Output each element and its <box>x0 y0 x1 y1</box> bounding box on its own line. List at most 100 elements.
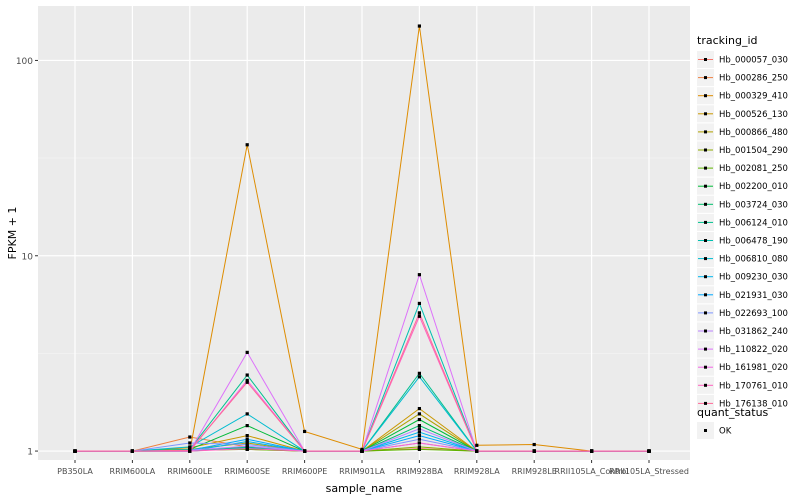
legend-key-point <box>704 148 707 152</box>
legend-item-label: Hb_003724_030 <box>719 200 788 210</box>
series-points <box>73 24 651 453</box>
legend-item: Hb_000866_480 <box>697 123 788 141</box>
data-point <box>245 424 249 428</box>
data-point <box>417 301 421 306</box>
data-point <box>245 378 249 383</box>
y-tick-label: 1 <box>27 448 33 458</box>
data-point <box>245 437 249 441</box>
legend-item: Hb_176138_010 <box>697 394 788 412</box>
data-point <box>188 435 192 439</box>
x-tick-label: RRIM600LE <box>167 467 212 476</box>
data-point <box>417 371 421 375</box>
data-point <box>245 446 249 451</box>
data-point <box>245 439 249 444</box>
data-point <box>475 449 479 453</box>
x-tick-label: RRIM600SE <box>224 467 270 476</box>
legend-item-label: Hb_022693_100 <box>719 309 788 319</box>
legend-item-label: Hb_000329_410 <box>719 92 788 102</box>
legend-item-label: Hb_170761_010 <box>719 381 788 391</box>
legend-key-point <box>704 76 707 80</box>
legend-key-point <box>704 383 707 387</box>
legend-key-point <box>704 58 707 61</box>
x-tick-label: RRII105LA_Control <box>555 467 629 476</box>
legend-key-point <box>704 329 707 333</box>
legend-item: Hb_002200_010 <box>697 177 788 195</box>
legend-key-point <box>704 293 707 297</box>
legend-item: Hb_001504_290 <box>697 141 788 159</box>
legend-shape-key-point <box>704 429 707 432</box>
data-point <box>417 24 421 28</box>
legend-item-label: Hb_110822_020 <box>719 345 788 355</box>
legend-key-point <box>704 257 707 261</box>
legend-item-label: Hb_006810_080 <box>719 255 788 265</box>
legend-item: Hb_006810_080 <box>697 250 788 268</box>
legend-item: Hb_006478_190 <box>697 232 788 249</box>
y-axis: 1 10 100 <box>16 57 38 458</box>
data-point <box>417 447 421 451</box>
legend-item-label: Hb_000286_250 <box>719 74 788 84</box>
data-point <box>417 441 421 445</box>
data-point <box>647 449 651 453</box>
data-point <box>360 449 364 453</box>
legend-item-label: Hb_161981_020 <box>719 363 788 373</box>
legend-item: Hb_006124_010 <box>697 213 788 231</box>
legend-item-label: Hb_021931_030 <box>719 291 788 301</box>
panel-background <box>38 6 690 460</box>
legend-item-label: Hb_002081_250 <box>719 164 788 174</box>
grid-minor <box>38 157 690 354</box>
data-point <box>130 449 134 453</box>
data-point <box>417 375 421 379</box>
x-tick-label: RRIM600LA <box>110 467 156 476</box>
data-point <box>417 430 421 434</box>
data-point <box>532 442 536 447</box>
data-point <box>245 373 249 377</box>
data-point <box>245 380 249 384</box>
x-axis-title: sample_name <box>326 482 403 495</box>
legend-item-label: Hb_006478_190 <box>719 237 788 247</box>
x-tick-label: PB350LA <box>57 467 93 476</box>
data-point <box>245 143 249 147</box>
data-point <box>303 449 307 453</box>
y-tick-label: 10 <box>22 252 34 262</box>
data-point <box>475 443 479 447</box>
data-point <box>417 406 421 411</box>
legend-shape-item: OK <box>697 422 732 439</box>
legend-item-label: Hb_009230_030 <box>719 273 788 283</box>
legend-key-point <box>704 184 707 188</box>
x-tick-label: RRII105LA_Stressed <box>609 467 689 476</box>
data-point <box>417 417 421 422</box>
data-point <box>417 437 421 441</box>
data-point <box>417 427 421 431</box>
data-point <box>245 350 249 355</box>
legend-item-label: Hb_002200_010 <box>719 182 788 192</box>
legend-item: Hb_002081_250 <box>697 159 788 177</box>
legend-shape-title: quant_status <box>697 406 769 419</box>
legend-shape-items: OK <box>697 422 732 439</box>
legend-key-point <box>704 347 707 351</box>
legend-item-label: Hb_031862_240 <box>719 327 788 337</box>
x-tick-label: RRIM928BA <box>396 467 443 476</box>
legend-color-items: Hb_000057_030 Hb_000286_250 Hb_000329_410 H… <box>697 51 788 412</box>
x-tick-label: RRIM928LA <box>454 467 500 476</box>
legend-key-point <box>704 202 707 206</box>
grid-major <box>38 6 690 460</box>
legend-key-point <box>704 166 707 170</box>
data-point <box>417 433 421 438</box>
legend-item: Hb_021931_030 <box>697 286 788 304</box>
legend-key-point <box>704 220 707 224</box>
legend-item: Hb_000286_250 <box>697 69 788 87</box>
data-point <box>188 441 192 445</box>
data-point <box>532 449 536 453</box>
legend-item: Hb_161981_020 <box>697 358 788 376</box>
legend-item-label: Hb_000866_480 <box>719 128 788 138</box>
legend-color-title: tracking_id <box>697 34 758 47</box>
data-point <box>417 314 421 318</box>
legend-item-label: Hb_000526_130 <box>719 110 788 120</box>
data-point <box>417 311 421 315</box>
legend-key-point <box>704 401 707 405</box>
legend-item-label: Hb_000057_030 <box>719 56 788 66</box>
legend-key-point <box>704 112 707 116</box>
legend-key-point <box>704 94 707 98</box>
